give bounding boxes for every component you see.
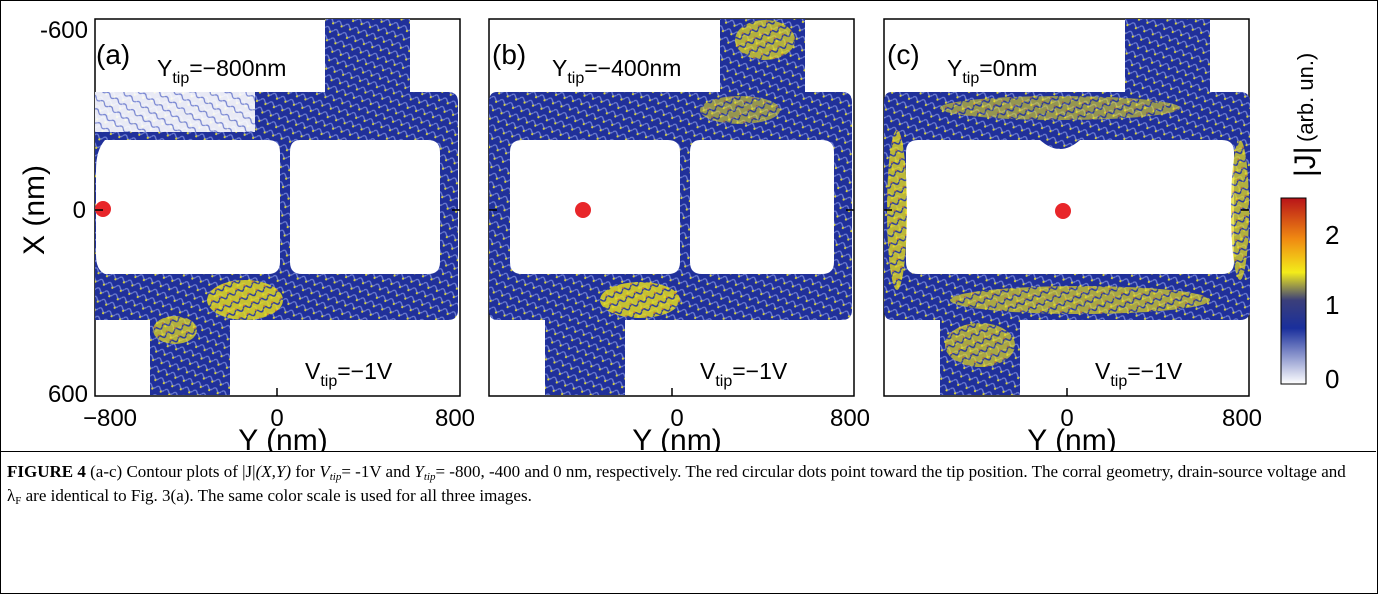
caption-text-3: for bbox=[291, 462, 319, 481]
colorbar-gradient bbox=[1281, 198, 1306, 384]
panel-a-tip-dot bbox=[95, 201, 111, 217]
figure-caption: FIGURE 4 (a-c) Contour plots of |J|(X,Y)… bbox=[7, 460, 1357, 508]
panel-a-x-tick-right: 800 bbox=[435, 405, 475, 432]
panel-c-top-lead bbox=[1125, 19, 1210, 94]
caption-ytip: Ytip bbox=[414, 462, 435, 481]
colorbar-tick-1: 1 bbox=[1325, 290, 1339, 320]
panel-b-bottom-lead bbox=[545, 318, 625, 395]
caption-lead: FIGURE 4 bbox=[7, 462, 86, 481]
panel-b-x-tick-right: 800 bbox=[830, 405, 870, 432]
y-tick-bottom: 600 bbox=[48, 381, 88, 408]
caption-text-1: (a-c) Contour plots of |J| bbox=[86, 462, 256, 481]
figure-graphic: (a) Ytip=−800nm Vtip=−1V (b) Ytip=−400nm… bbox=[0, 0, 1378, 452]
panel-c-hot-top bbox=[940, 96, 1180, 120]
panel-b-tip-dot bbox=[575, 202, 591, 218]
panel-a-tag: (a) bbox=[96, 39, 130, 70]
colorbar: 2 1 0 |J| (arb. un.) bbox=[1281, 53, 1339, 394]
y-tick-top: -600 bbox=[40, 17, 88, 44]
panel-c-tag: (c) bbox=[887, 39, 920, 70]
caption-xy: (X,Y) bbox=[256, 462, 291, 481]
caption-vtip: Vtip bbox=[319, 462, 341, 481]
caption-divider bbox=[0, 451, 1376, 452]
panel-c-x-tick-right: 800 bbox=[1222, 405, 1262, 432]
caption-text-11: are identical to Fig. 3(a). The same col… bbox=[21, 486, 531, 505]
panel-a-x-tick-left: −800 bbox=[83, 405, 137, 432]
panel-a-hot-spot-2 bbox=[153, 316, 197, 344]
y-axis-label: X (nm) bbox=[18, 165, 51, 255]
panel-c-tip-dot bbox=[1055, 203, 1071, 219]
panel-a-top-lead bbox=[325, 19, 410, 94]
panel-b-hot-spot bbox=[600, 282, 680, 318]
panel-b-top-hot bbox=[735, 20, 795, 60]
y-tick-mid: 0 bbox=[73, 197, 86, 224]
panel-c bbox=[884, 19, 1250, 396]
panel-a-light-region bbox=[95, 92, 255, 132]
colorbar-tick-0: 0 bbox=[1325, 364, 1339, 394]
panel-c-hot-bottom bbox=[950, 286, 1210, 314]
panel-b-hot-spot-2 bbox=[700, 96, 780, 124]
panel-b-tag: (b) bbox=[492, 39, 526, 70]
colorbar-unit: (arb. un.) bbox=[1293, 53, 1318, 142]
panel-a-x-label: Y (nm) bbox=[238, 424, 327, 452]
panel-b-x-label: Y (nm) bbox=[632, 424, 721, 452]
caption-text-6: = -1V and bbox=[341, 462, 414, 481]
panel-c-hot-lead bbox=[945, 323, 1015, 367]
colorbar-tick-2: 2 bbox=[1325, 220, 1339, 250]
panel-a-hot-spot bbox=[207, 280, 283, 320]
colorbar-label: |J| bbox=[1289, 146, 1322, 177]
panel-c-x-label: Y (nm) bbox=[1027, 424, 1116, 452]
